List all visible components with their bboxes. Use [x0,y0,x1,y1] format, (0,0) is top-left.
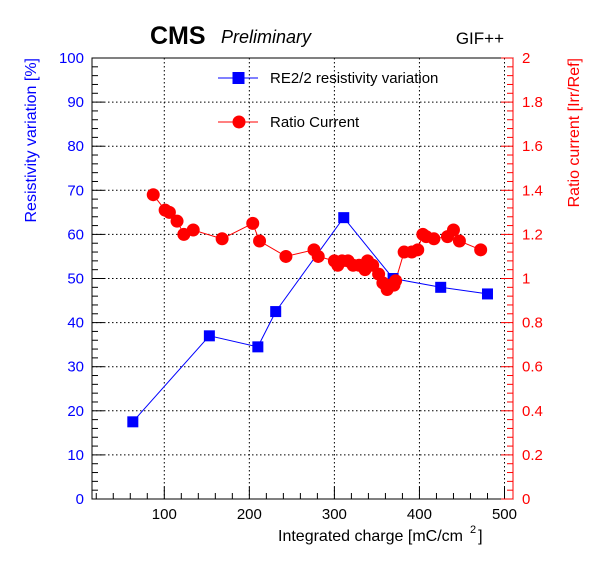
y-left-tick-label: 80 [67,138,84,155]
y-left-tick-label: 10 [67,447,84,464]
y-right-tick-label: 0.8 [522,315,543,332]
current-point [279,249,293,263]
y-axis-right: 0 0.2 0.4 0.6 0.8 1 1.2 1.4 1.6 1.8 2 [501,50,543,508]
x-tick-label: 200 [237,506,262,523]
resistivity-point [203,330,215,342]
y-right-tick-label: 0.4 [522,403,543,420]
y-left-tick-label: 20 [67,403,84,420]
current-point [170,214,184,228]
series-markers [127,188,493,428]
x-axis-label-close: ] [478,528,482,545]
resistivity-point [270,306,282,318]
y-axis-right-label: Ratio current [Irr/Ref] [566,58,583,207]
y-right-tick-label: 1.6 [522,138,543,155]
current-point [389,274,403,288]
current-point [186,223,200,237]
legend-marker-square [232,72,245,84]
resistivity-point [127,416,139,428]
y-right-tick-label: 1.2 [522,226,543,243]
resistivity-line [132,216,488,423]
resistivity-point [481,288,493,300]
y-right-tick-label: 1.8 [522,94,543,111]
y-axis-left-label: Resistivity variation [%] [23,58,40,223]
x-tick-label: 300 [322,506,347,523]
experiment-label: CMS [150,22,206,50]
y-left-tick-label: 70 [67,182,84,199]
resistivity-point [338,212,350,224]
current-point [215,232,229,246]
y-right-tick-label: 1.4 [522,182,543,199]
current-point [162,205,176,219]
y-left-tick-label: 60 [67,226,84,243]
y-right-tick-label: 0.6 [522,359,543,376]
current-point [446,223,460,237]
facility-label: GIF++ [456,29,504,48]
x-tick-label: 100 [152,506,177,523]
current-point [253,234,267,248]
legend-marker-circle [232,115,246,129]
y-left-tick-label: 0 [76,491,84,508]
y-axis-left: 0 10 20 30 40 50 60 70 80 90 100 [59,50,104,508]
y-left-tick-label: 100 [59,50,84,67]
current-point [246,216,260,230]
x-axis-label-main: Integrated charge [mC/cm [278,528,463,545]
current-point [311,249,325,263]
current-point [452,234,466,248]
legend-label: RE2/2 resistivity variation [270,70,438,87]
y-left-tick-label: 40 [67,315,84,332]
y-right-tick-label: 0 [522,491,530,508]
status-label: Preliminary [221,27,312,47]
x-axis: 100 200 300 400 500 [95,487,517,523]
y-left-tick-label: 90 [67,94,84,111]
y-right-tick-label: 1 [522,271,530,288]
x-tick-label: 500 [492,506,517,523]
x-axis-label: Integrated charge [mC/cm 2] [278,524,483,545]
resistivity-point [435,281,447,293]
legend: RE2/2 resistivity variation Ratio Current [218,70,438,131]
current-point [474,243,488,257]
legend-label: Ratio Current [270,114,360,131]
current-point [411,243,425,257]
y-right-tick-label: 2 [522,50,530,67]
x-axis-label-superscript: 2 [470,524,476,536]
y-left-tick-label: 50 [67,271,84,288]
y-right-tick-label: 0.2 [522,447,543,464]
current-point [146,188,160,202]
resistivity-point [252,341,264,353]
current-point [427,232,441,246]
y-left-tick-label: 30 [67,359,84,376]
x-tick-label: 400 [407,506,432,523]
